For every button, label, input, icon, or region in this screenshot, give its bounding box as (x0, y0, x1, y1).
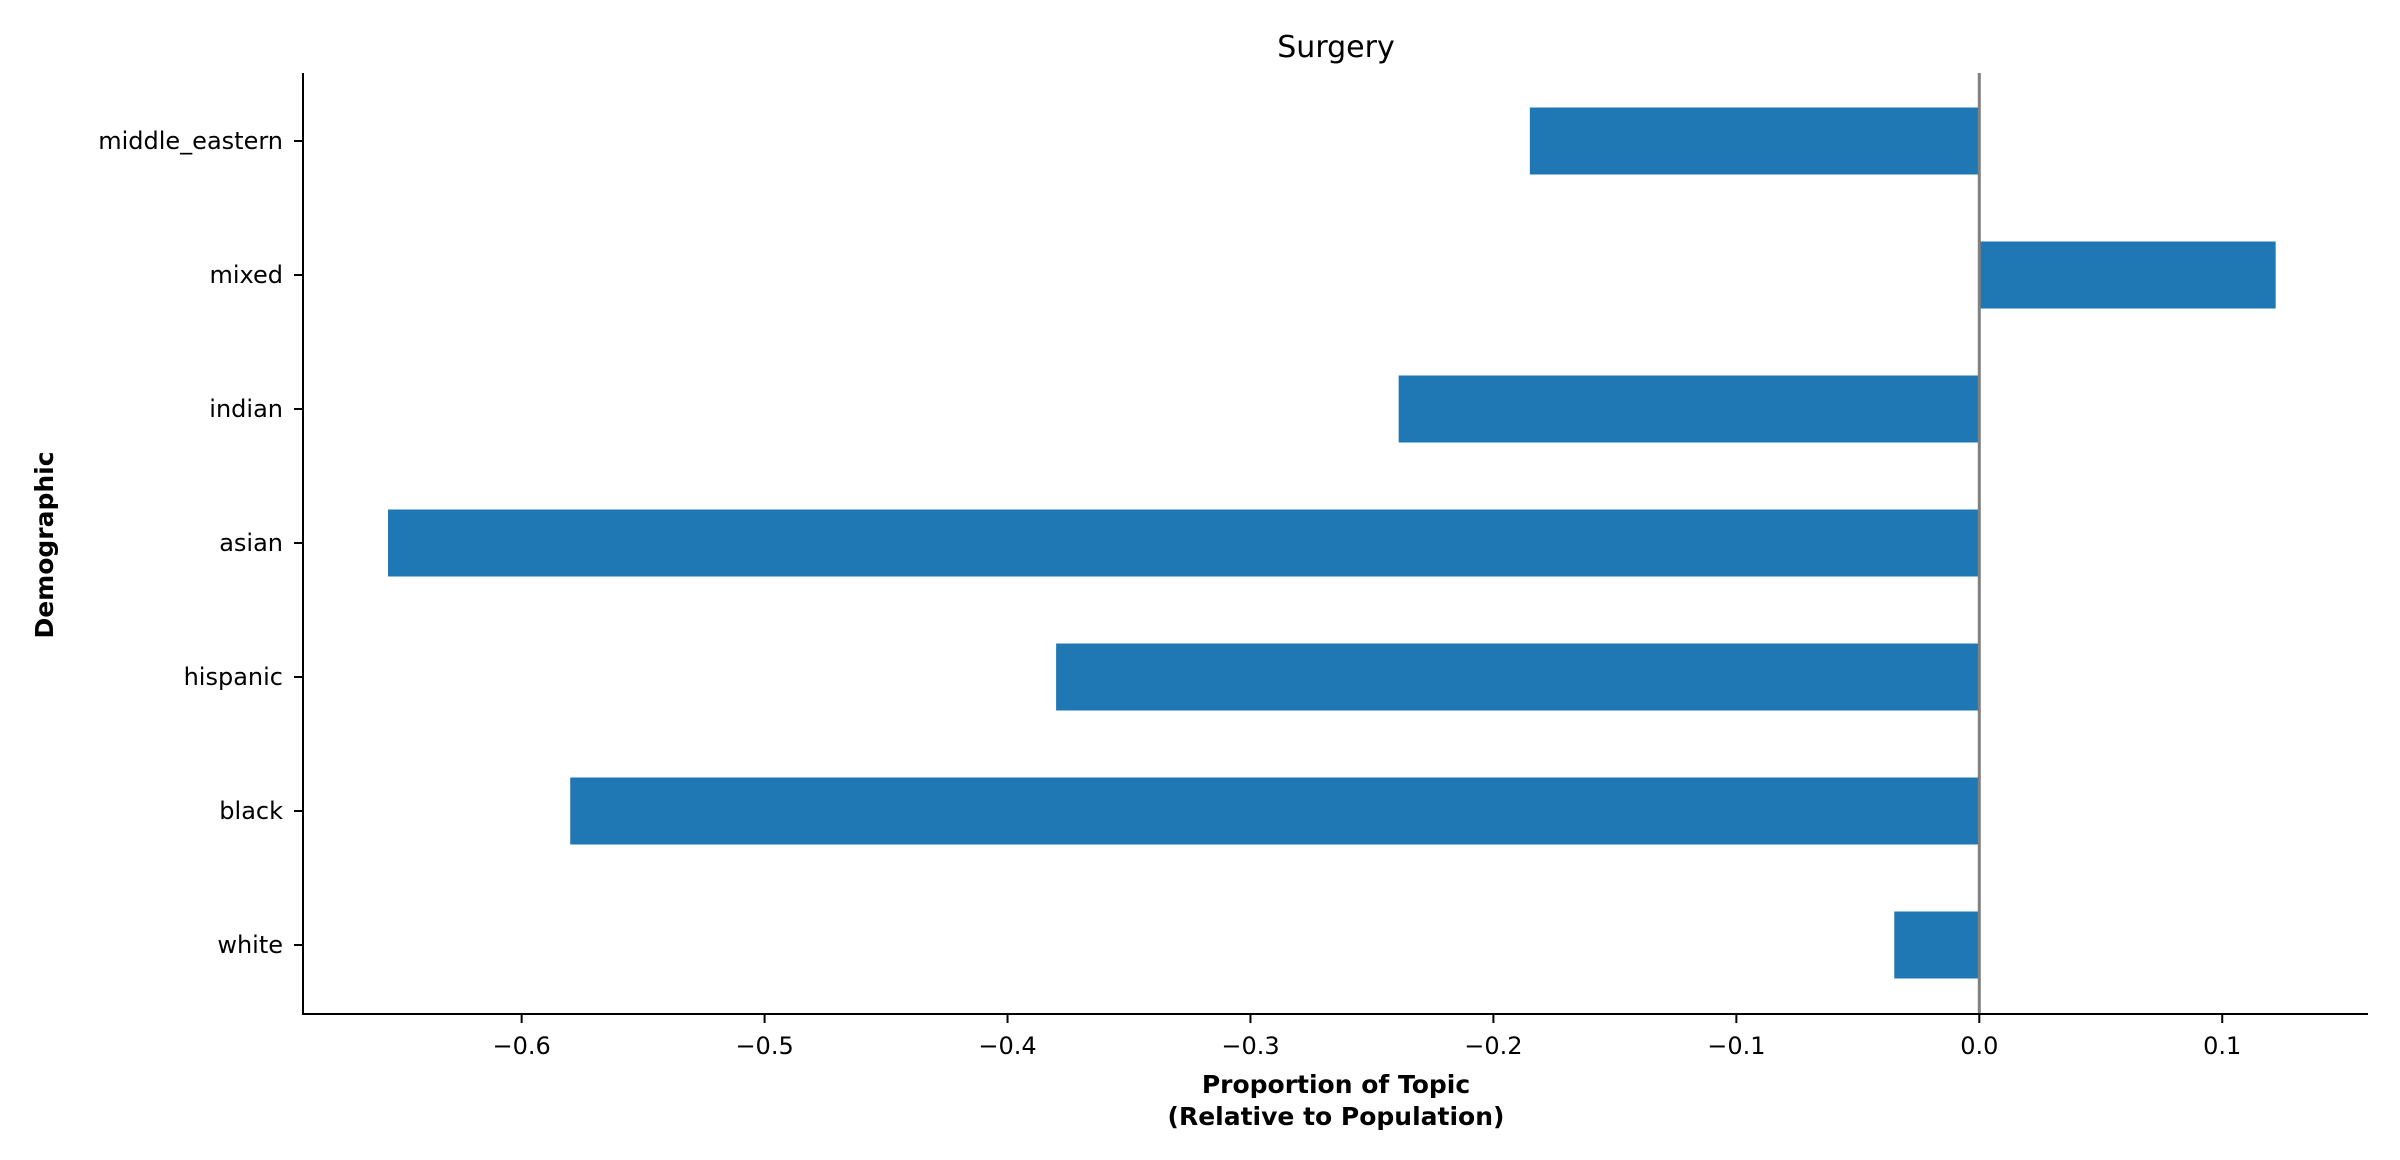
y-tick-label: middle_eastern (98, 127, 283, 155)
y-tick-label: white (217, 931, 283, 959)
bar-indian (1398, 375, 1980, 443)
bars-group (388, 107, 2276, 979)
x-tick-label: −0.2 (1464, 1032, 1522, 1060)
x-axis-title-line2: (Relative to Population) (1168, 1102, 1505, 1131)
chart-title: Surgery (1277, 30, 1394, 65)
y-tick-label: indian (209, 395, 283, 423)
x-tick-label: −0.3 (1221, 1032, 1279, 1060)
x-tick-label: −0.5 (735, 1032, 793, 1060)
x-tick-label: −0.6 (493, 1032, 551, 1060)
x-axis-title-line1: Proportion of Topic (1202, 1070, 1470, 1099)
x-tick-label: −0.1 (1707, 1032, 1765, 1060)
x-tick-label: 0.1 (2203, 1032, 2241, 1060)
y-tick-label: asian (219, 529, 283, 557)
bar-middle-eastern (1529, 107, 1980, 175)
y-tick-label: mixed (209, 261, 283, 289)
bar-hispanic (1056, 643, 1980, 711)
x-tick-label: 0.0 (1960, 1032, 1998, 1060)
bar-white (1894, 911, 1980, 979)
y-tick-label: hispanic (184, 663, 283, 691)
x-ticks-group: −0.6 −0.5 −0.4 −0.3 −0.2 −0.1 0.0 0.1 (493, 1014, 2241, 1060)
bar-black (570, 777, 1980, 845)
y-axis-title: Demographic (30, 451, 59, 638)
y-tick-label: black (219, 797, 283, 825)
bar-asian (388, 509, 1980, 577)
x-tick-label: −0.4 (978, 1032, 1036, 1060)
bar-mixed (1979, 241, 2276, 309)
